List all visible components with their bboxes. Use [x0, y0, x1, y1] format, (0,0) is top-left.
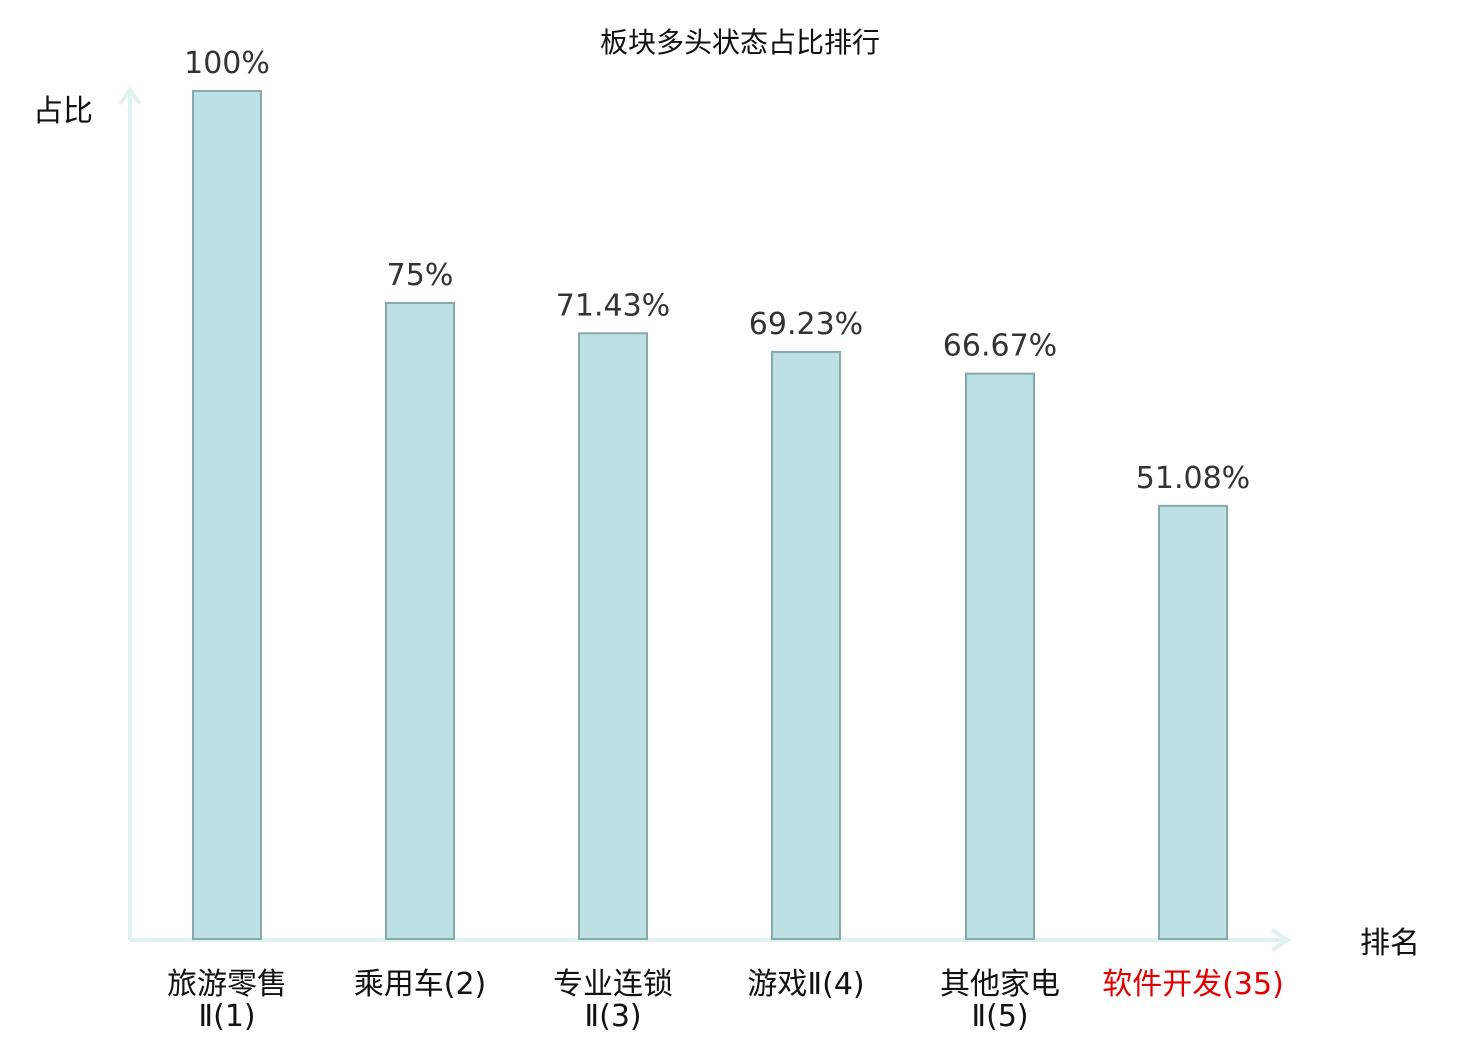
bar-value-label: 100% [184, 46, 270, 81]
category-rank-label: Ⅱ(3) [584, 999, 641, 1034]
category-label: 专业连锁 [553, 967, 673, 1002]
category-rank-label: Ⅱ(5) [971, 999, 1028, 1034]
bar [578, 332, 648, 940]
bar [192, 90, 262, 940]
bar [771, 350, 841, 940]
bar-value-label: 51.08% [1136, 461, 1250, 496]
category-rank-label: Ⅱ(1) [198, 999, 255, 1034]
chart-title: 板块多头状态占比排行 [600, 26, 880, 59]
bar-value-label: 69.23% [749, 307, 863, 342]
bar-value-label: 66.67% [943, 329, 1057, 364]
bar [1158, 504, 1228, 940]
bar-value-label: 71.43% [556, 288, 670, 323]
y-axis-label: 占比 [33, 94, 93, 129]
x-axis-label: 排名 [1360, 926, 1420, 961]
y-axis-arrow [118, 86, 142, 106]
bar-value-label: 75% [387, 258, 454, 293]
category-label: 软件开发(35) [1102, 967, 1284, 1002]
category-label: 乘用车(2) [354, 967, 487, 1002]
category-label: 其他家电 [940, 967, 1060, 1002]
category-label: 旅游零售 [167, 967, 287, 1002]
bar [385, 302, 455, 940]
x-axis-arrow [1270, 928, 1292, 952]
category-label: 游戏Ⅱ(4) [747, 967, 864, 1002]
bar [965, 372, 1035, 940]
